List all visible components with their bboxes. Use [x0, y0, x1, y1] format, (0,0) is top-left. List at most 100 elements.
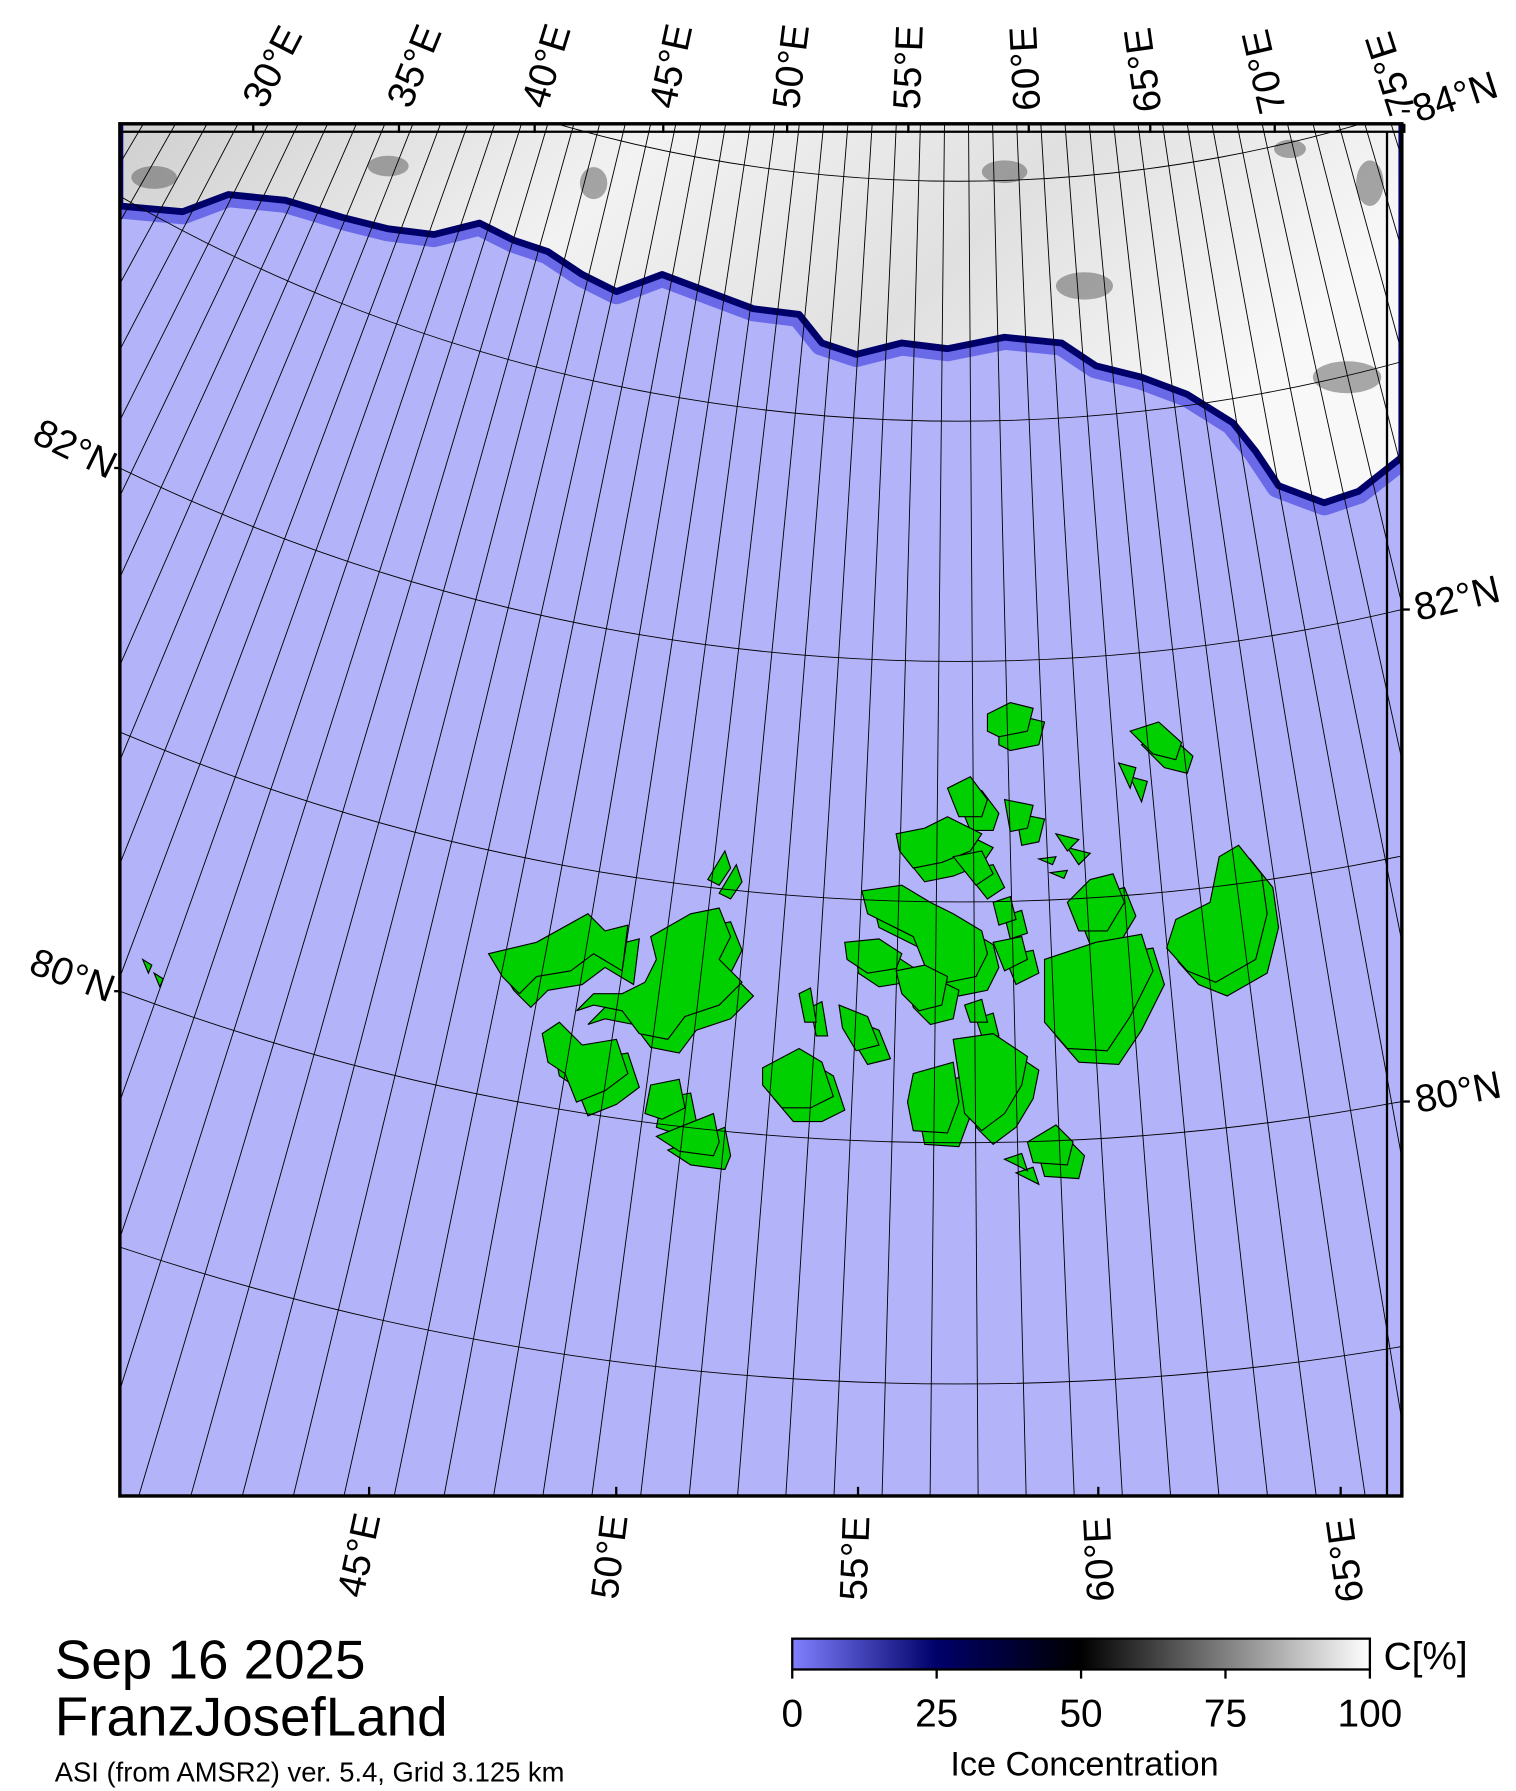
island	[706, 849, 732, 886]
meridian	[1137, 123, 1317, 1496]
island	[1066, 873, 1126, 932]
meridian	[119, 123, 442, 979]
meridian	[1162, 123, 1366, 1496]
region: FranzJosefLand	[55, 1686, 448, 1748]
lon-label: 70°E	[1234, 26, 1295, 118]
island	[1129, 721, 1183, 761]
island	[952, 850, 994, 886]
island	[487, 913, 629, 995]
meridian	[1186, 123, 1402, 1424]
island	[895, 964, 949, 1012]
date: Sep 16 2025	[55, 1629, 366, 1691]
meridian	[542, 123, 751, 1496]
island	[644, 1078, 686, 1120]
colorbar-label: Ice Concentration	[950, 1746, 1218, 1784]
colorbar-tick-label: 100	[1338, 1693, 1403, 1736]
meridian	[393, 123, 677, 1496]
meridian	[833, 123, 897, 1496]
meridian	[119, 123, 386, 762]
island	[141, 957, 153, 975]
meridian	[1064, 123, 1172, 1496]
lon-label: 60°E	[1002, 25, 1049, 112]
colorbar-tick-label: 25	[915, 1693, 958, 1736]
island	[1166, 844, 1268, 983]
island	[992, 895, 1017, 926]
colorbar-tick-label: 50	[1059, 1693, 1102, 1736]
meridian	[190, 123, 575, 1496]
meridian	[1286, 123, 1402, 606]
meridian	[119, 123, 299, 498]
lon-label: 40°E	[514, 19, 580, 112]
colorbar	[791, 1637, 1372, 1671]
island	[1043, 933, 1154, 1052]
meridian	[1088, 123, 1220, 1496]
lat-label: 80°N	[1412, 1063, 1505, 1121]
lon-label: 45°E	[641, 20, 701, 112]
meridian	[292, 123, 626, 1496]
meridian	[119, 123, 239, 351]
lon-label: 65°E	[1318, 1515, 1372, 1605]
island	[761, 1047, 835, 1109]
meridian	[119, 123, 269, 422]
meridian	[1211, 123, 1402, 1161]
island	[986, 701, 1034, 738]
lon-label: 50°E	[765, 22, 818, 111]
source: ASI (from AMSR2) ver. 5.4, Grid 3.125 km	[55, 1756, 565, 1787]
meridian	[968, 123, 979, 1496]
island	[1054, 832, 1080, 852]
meridian	[119, 123, 329, 579]
lon-label: 45°E	[330, 1509, 390, 1601]
colorbar-tick-label: 0	[781, 1693, 803, 1736]
lon-label: 55°E	[832, 1515, 878, 1601]
colorbar-unit: C[%]	[1384, 1635, 1468, 1678]
meridian	[688, 123, 825, 1496]
meridian	[119, 123, 357, 667]
lat-label: 80°N	[24, 940, 120, 1011]
colorbar-ticks: 0 25 50 75 100	[781, 1669, 1403, 1736]
meridian	[1261, 123, 1402, 762]
island	[861, 884, 989, 983]
island	[655, 1112, 720, 1157]
meridian	[737, 123, 849, 1496]
meridian	[640, 123, 800, 1496]
meridian	[992, 123, 1027, 1496]
meridian	[785, 123, 873, 1496]
sea-ice	[119, 123, 1402, 507]
lon-label: 35°E	[379, 19, 451, 114]
meridian	[881, 123, 921, 1496]
parallel	[556, 123, 1362, 182]
meridian	[1113, 123, 1268, 1496]
lon-label: 55°E	[886, 24, 932, 110]
lon-label: 50°E	[583, 1512, 636, 1601]
meridian	[119, 123, 414, 866]
lon-label: 30°E	[234, 19, 311, 114]
island	[895, 816, 983, 869]
island	[906, 1061, 960, 1134]
meridian	[138, 123, 549, 1496]
lon-label: 65°E	[1116, 25, 1170, 115]
island	[541, 1021, 629, 1103]
map-frame	[118, 122, 1404, 1498]
meridian	[493, 123, 727, 1496]
island	[946, 776, 989, 818]
island	[1003, 1152, 1029, 1172]
island	[1003, 798, 1034, 833]
island	[838, 1004, 880, 1052]
lat-label: 82°N	[27, 411, 124, 488]
lat-label: 84°N	[1407, 64, 1503, 132]
meridian	[119, 123, 496, 1240]
meridian	[591, 123, 776, 1496]
island	[963, 998, 989, 1023]
meridian	[1236, 123, 1402, 944]
meridian	[1040, 123, 1123, 1496]
meridian	[343, 123, 652, 1496]
island	[798, 987, 817, 1023]
meridian	[1338, 123, 1402, 355]
meridian	[1016, 123, 1075, 1496]
meridian	[119, 123, 469, 1103]
meridian	[1364, 123, 1402, 252]
